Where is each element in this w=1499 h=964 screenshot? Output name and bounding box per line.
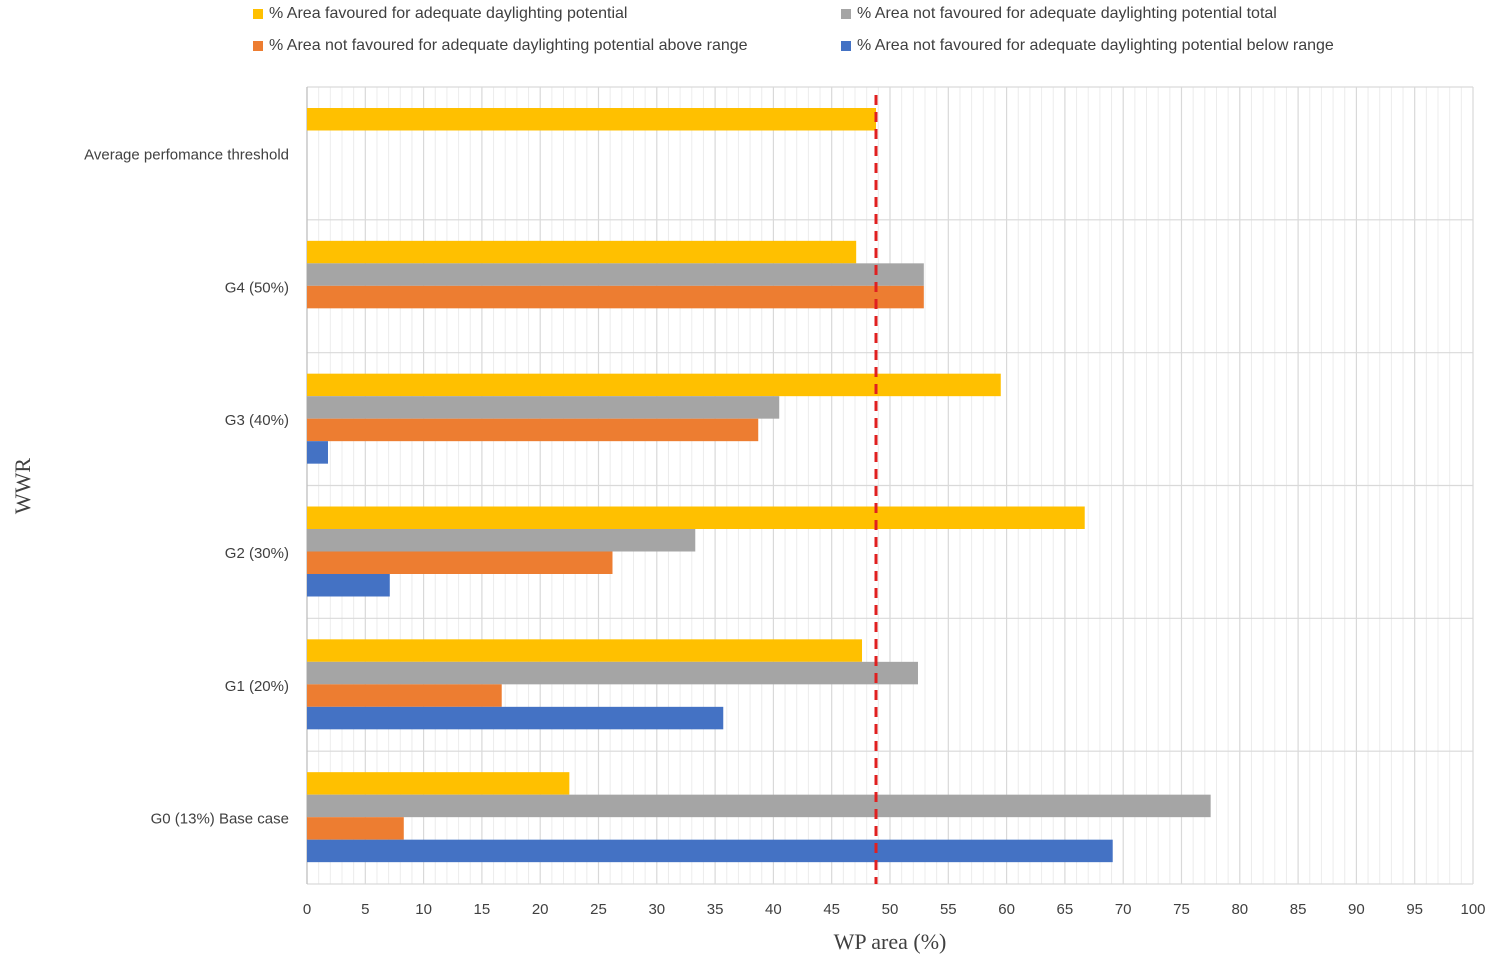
y-category-labels: G0 (13%) Base case G1 (20%) G2 (30%) G3 (40…: [84, 146, 289, 827]
x-tick-labels: 0 5 10 15 20 25 30 35 40 45 50 55 60 65 70 75 80 85 90 95 10…: [303, 901, 1486, 918]
bar: [307, 108, 877, 131]
x-tick-label: 75: [1173, 901, 1190, 918]
x-tick-label: 90: [1348, 901, 1365, 918]
x-tick-label: 80: [1231, 901, 1248, 918]
legend-label-below-range: % Area not favoured for adequate dayligh…: [857, 37, 1334, 54]
bar: [307, 529, 696, 552]
x-tick-label: 5: [361, 901, 369, 918]
x-tick-label: 45: [823, 901, 840, 918]
legend-label-favoured: % Area favoured for adequate daylighting…: [269, 5, 628, 22]
bar: [307, 574, 390, 597]
x-tick-label: 100: [1460, 901, 1485, 918]
bar: [307, 684, 502, 707]
y-category-label: G2 (30%): [225, 545, 289, 562]
bar: [307, 551, 613, 574]
bar: [307, 772, 570, 795]
x-tick-label: 65: [1057, 901, 1074, 918]
bar: [307, 706, 724, 730]
legend-item-below-range: % Area not favoured for adequate dayligh…: [841, 37, 1334, 55]
bars: [307, 108, 1211, 863]
bar: [307, 240, 857, 264]
legend-swatch-above-range: [253, 41, 263, 51]
x-tick-label: 40: [765, 901, 782, 918]
legend-swatch-not-favoured-total: [841, 9, 851, 19]
legend-label-above-range: % Area not favoured for adequate dayligh…: [269, 37, 748, 54]
bar: [307, 285, 924, 309]
x-tick-label: 25: [590, 901, 607, 918]
bar: [307, 373, 1001, 397]
x-tick-label: 10: [415, 901, 432, 918]
bar: [307, 794, 1211, 818]
x-axis-title: WP area (%): [834, 929, 947, 954]
x-tick-label: 35: [707, 901, 724, 918]
legend-swatch-below-range: [841, 41, 851, 51]
x-tick-label: 30: [648, 901, 665, 918]
major-gridlines: [306, 86, 1474, 885]
bar: [307, 661, 918, 685]
x-tick-label: 20: [532, 901, 549, 918]
bar: [307, 506, 1085, 529]
x-tick-label: 60: [998, 901, 1015, 918]
x-tick-label: 95: [1406, 901, 1423, 918]
bar: [307, 817, 404, 840]
y-category-label: G0 (13%) Base case: [151, 811, 289, 828]
y-category-label: G3 (40%): [225, 412, 289, 429]
legend-item-above-range: % Area not favoured for adequate dayligh…: [253, 37, 748, 55]
legend-item-favoured: % Area favoured for adequate daylighting…: [253, 5, 627, 23]
legend-label-not-favoured-total: % Area not favoured for adequate dayligh…: [857, 5, 1277, 22]
y-category-label: Average perfomance threshold: [84, 146, 289, 163]
bar: [307, 263, 924, 286]
bar: [307, 418, 759, 442]
x-tick-label: 55: [940, 901, 957, 918]
x-tick-label: 70: [1115, 901, 1132, 918]
legend-swatch-favoured: [253, 9, 263, 19]
legend-item-not-favoured-total: % Area not favoured for adequate dayligh…: [841, 5, 1277, 23]
y-axis-title: WWR: [10, 458, 35, 515]
y-category-label: G4 (50%): [225, 279, 289, 296]
bar: [307, 441, 328, 464]
bar: [307, 396, 780, 419]
bar: [307, 839, 1113, 863]
x-tick-label: 50: [882, 901, 899, 918]
bar: [307, 639, 863, 662]
x-tick-label: 85: [1290, 901, 1307, 918]
x-tick-label: 0: [303, 901, 311, 918]
y-category-label: G1 (20%): [225, 678, 289, 695]
x-tick-label: 15: [474, 901, 491, 918]
